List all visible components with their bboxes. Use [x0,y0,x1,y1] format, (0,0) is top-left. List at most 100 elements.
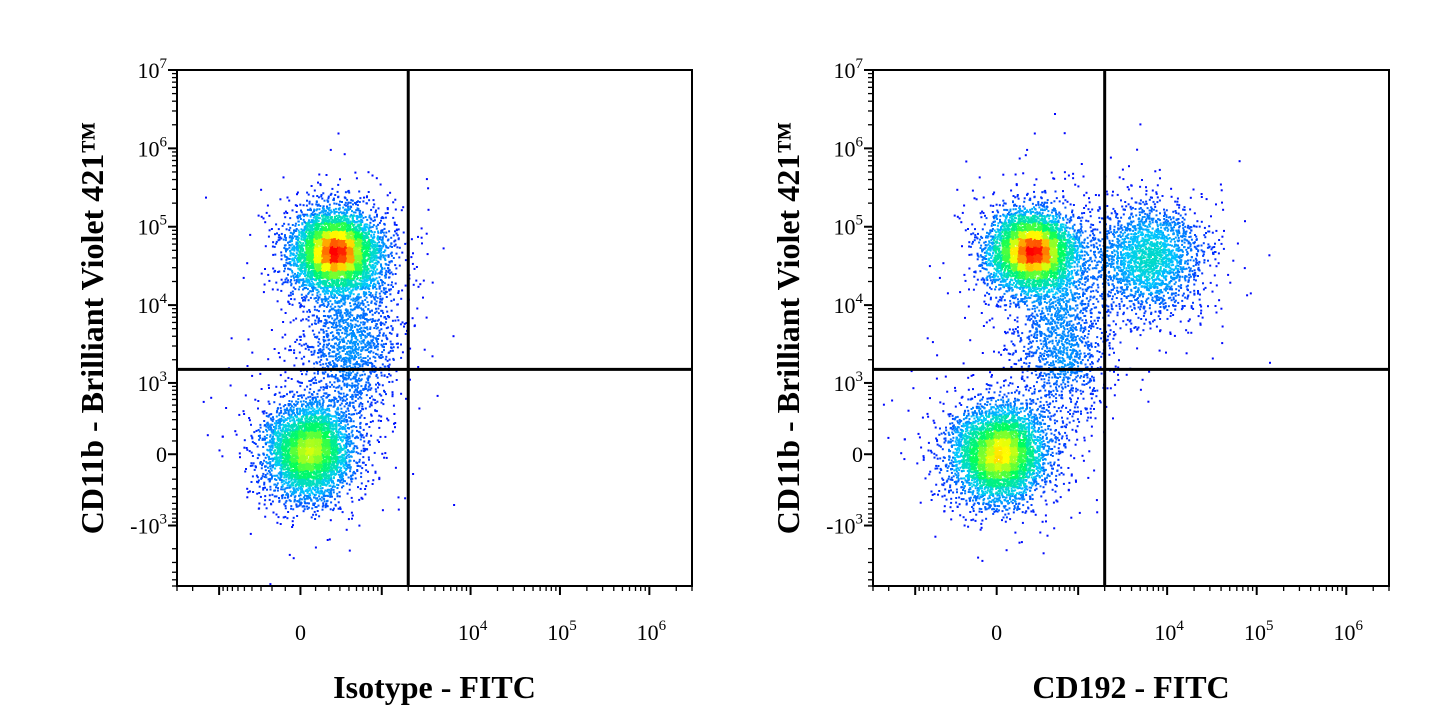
data-point [312,230,315,233]
data-point [321,282,324,285]
data-point [322,252,324,255]
data-point [337,256,340,259]
data-point [347,229,350,232]
data-point [347,206,350,209]
data-point [352,211,355,214]
data-point [326,205,328,208]
data-point [389,293,392,296]
data-point [317,220,320,223]
data-point [325,283,328,286]
data-point [280,289,283,292]
data-point [300,211,303,214]
data-point [311,236,314,239]
data-point [378,247,381,250]
data-point [320,195,323,198]
data-point [352,270,355,273]
data-point [362,248,365,250]
data-point [335,222,338,225]
data-point [360,228,363,231]
data-point [335,257,338,260]
data-point [350,228,353,231]
data-point [317,274,320,277]
data-point [360,239,363,241]
data-point [360,264,363,267]
data-point [339,268,342,271]
data-point [359,246,362,249]
data-point [323,261,326,264]
data-point [324,280,326,283]
data-point [319,265,322,268]
data-point [289,217,292,220]
data-point [345,248,348,251]
data-point [287,257,290,260]
data-point [365,277,368,280]
data-point [304,254,307,257]
data-point [293,231,296,234]
data-point [297,279,299,281]
data-point [353,248,356,251]
data-point [337,259,340,262]
data-point [365,280,368,282]
data-point [348,266,351,269]
data-point [315,203,318,206]
data-point [309,228,312,231]
data-point [313,248,316,251]
data-point [377,231,380,234]
data-point [284,210,287,213]
data-point [379,272,382,275]
data-point [312,257,314,260]
data-point [297,242,300,245]
data-point [355,248,358,250]
data-point [385,231,388,234]
data-point [358,256,361,259]
data-point [310,274,313,277]
data-point [346,236,349,239]
data-point [386,194,389,197]
data-point [312,233,315,236]
data-point [349,221,352,224]
data-point [299,263,302,266]
data-point [335,278,338,281]
data-point [343,241,346,244]
data-point [383,267,386,270]
data-point [352,203,354,206]
data-point [305,226,308,229]
data-point [325,298,328,300]
data-point [337,236,340,239]
data-point [376,263,379,266]
data-point [404,242,407,245]
data-point [260,188,263,191]
data-point [346,244,349,247]
data-point [353,223,356,226]
data-point [379,254,382,257]
data-point [349,230,352,233]
data-point [321,268,324,270]
data-point [299,270,302,273]
data-point [347,287,350,290]
data-point [288,236,291,239]
data-point [311,234,314,237]
data-point [282,176,285,179]
data-point [391,273,394,276]
data-point [309,207,312,210]
data-point [272,267,275,270]
data-point [319,260,322,263]
data-point [378,251,381,254]
data-point [299,218,302,220]
data-point [358,211,361,214]
data-point [338,240,341,243]
data-point [337,132,340,135]
data-point [292,319,295,322]
data-point [308,208,311,211]
data-point [322,192,325,195]
data-point [284,255,287,258]
data-point [325,231,328,234]
data-point [274,253,277,256]
data-point [337,287,340,290]
data-point [333,229,336,231]
data-point [372,245,375,248]
data-point [300,253,303,256]
data-point [378,244,381,247]
data-point [299,305,302,308]
data-point [303,229,306,232]
